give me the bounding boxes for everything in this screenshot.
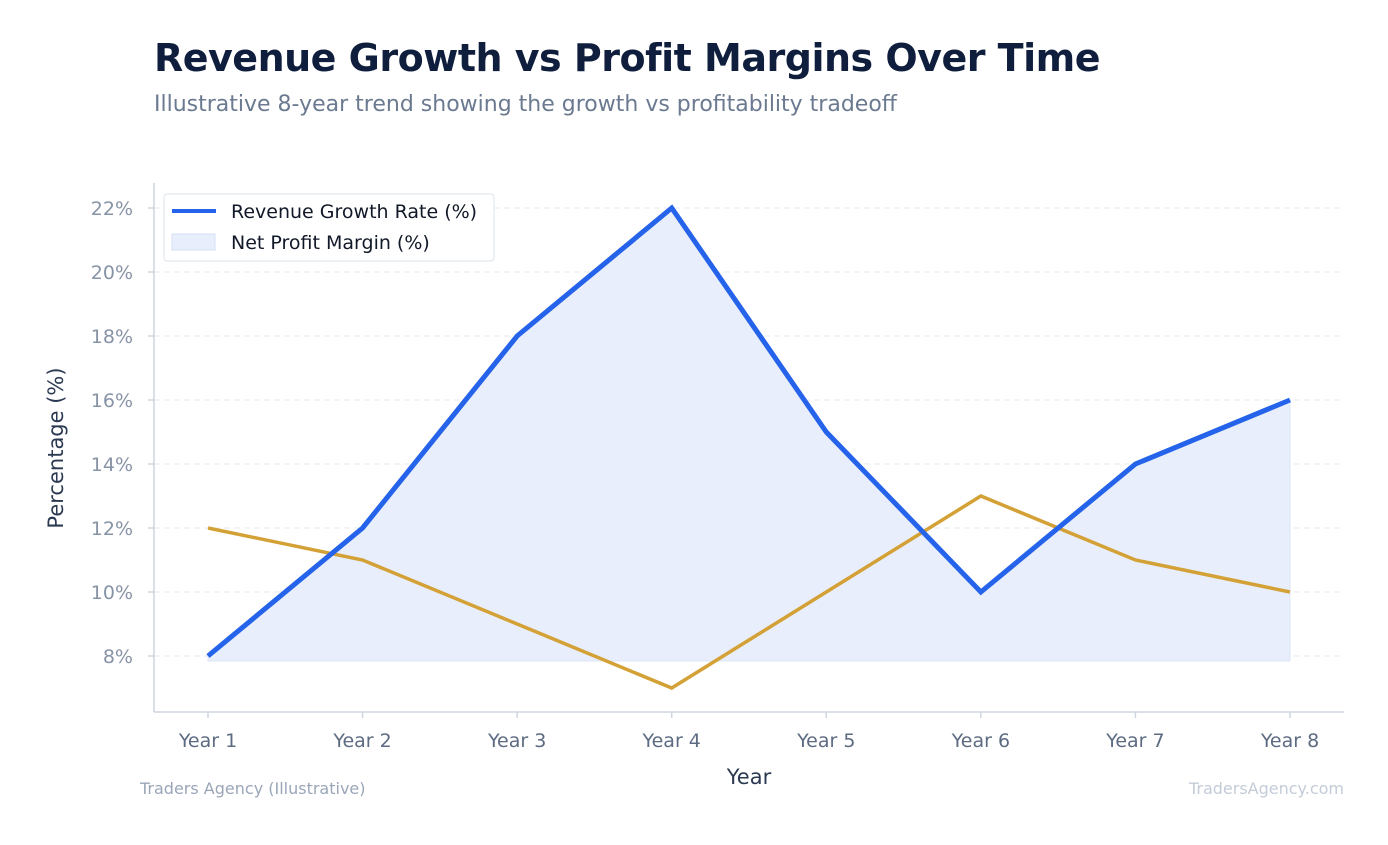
- series-lines: [206, 204, 1291, 690]
- chart-subtitle: Illustrative 8-year trend showing the gr…: [154, 92, 897, 117]
- legend-box: [163, 193, 495, 262]
- source-note: Traders Agency (Illustrative): [140, 779, 366, 798]
- revenue-area: [207, 207, 1291, 662]
- axes: [153, 183, 1344, 713]
- y-tick-label: 20%: [91, 262, 133, 284]
- legend: Revenue Growth Rate (%) Net Profit Margi…: [163, 193, 495, 262]
- y-tick-label: 14%: [91, 454, 133, 476]
- x-tick-label: Year 8: [1260, 730, 1319, 752]
- x-tick-label: Year 4: [642, 730, 701, 752]
- y-ticks: 8% 10% 12% 14% 16% 18% 20% 22%: [91, 198, 154, 668]
- y-axis-label: Percentage (%): [44, 367, 68, 528]
- y-tick-label: 18%: [91, 326, 133, 348]
- chart-title: Revenue Growth vs Profit Margins Over Ti…: [154, 36, 1101, 80]
- profit-margin-line: [207, 494, 1291, 690]
- y-tick-label: 12%: [91, 518, 133, 540]
- area-fill: [207, 207, 1291, 662]
- x-tick-label: Year 2: [332, 730, 391, 752]
- x-axis-label: Year: [726, 765, 772, 789]
- revenue-growth-line: [206, 204, 1291, 658]
- y-tick-label: 8%: [103, 646, 133, 668]
- x-ticks: Year 1 Year 2 Year 3 Year 4 Year 5 Year 6 Year…: [178, 712, 1319, 752]
- legend-label-margin: Net Profit Margin (%): [231, 232, 430, 254]
- y-tick-label: 16%: [91, 390, 133, 412]
- x-tick-label: Year 3: [487, 730, 546, 752]
- y-tick-label: 22%: [91, 198, 133, 220]
- x-tick-label: Year 5: [796, 730, 855, 752]
- x-tick-label: Year 7: [1105, 730, 1164, 752]
- x-tick-label: Year 6: [951, 730, 1010, 752]
- watermark: TradersAgency.com: [1188, 779, 1344, 798]
- x-tick-label: Year 1: [178, 730, 237, 752]
- y-tick-label: 10%: [91, 582, 133, 604]
- legend-swatch-margin: [171, 233, 216, 251]
- legend-label-revenue: Revenue Growth Rate (%): [231, 201, 477, 223]
